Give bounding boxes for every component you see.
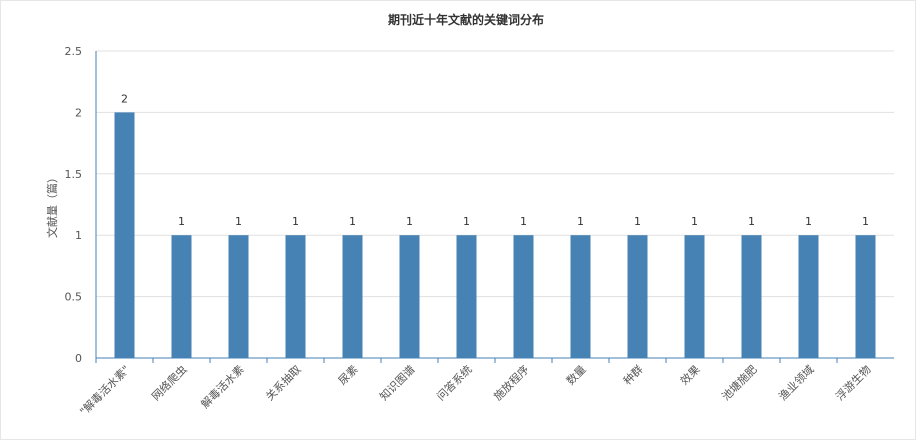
bar[interactable] bbox=[798, 235, 819, 358]
bar[interactable] bbox=[342, 235, 363, 358]
data-label: 1 bbox=[634, 215, 641, 228]
x-tick-label: 知识图谱 bbox=[377, 362, 418, 403]
x-tick-label: 网络爬虫 bbox=[149, 362, 190, 403]
data-label: 1 bbox=[691, 215, 698, 228]
data-label: 1 bbox=[406, 215, 413, 228]
y-tick-label: 0.5 bbox=[65, 291, 83, 304]
data-label: 1 bbox=[235, 215, 242, 228]
chart-title: 期刊近十年文献的关键词分布 bbox=[388, 12, 544, 27]
data-label: 1 bbox=[292, 215, 299, 228]
bar[interactable] bbox=[627, 235, 648, 358]
bar[interactable] bbox=[285, 235, 306, 358]
x-tick-label: 浮游生物 bbox=[833, 362, 874, 403]
y-ticks: 0 0.5 1 1.5 2 2.5 bbox=[65, 45, 83, 365]
x-tick-label: 解毒活水素 bbox=[198, 362, 247, 411]
y-axis-label: 文献量（篇） bbox=[45, 172, 59, 238]
gridlines bbox=[96, 50, 894, 359]
x-ticks: "解毒活水素" 网络爬虫 解毒活水素 关系抽取 尿素 知识图谱 问答系统 施放程序 数量 种群 效果… bbox=[77, 358, 874, 418]
bar[interactable] bbox=[570, 235, 591, 358]
bar[interactable] bbox=[741, 235, 762, 358]
x-tick-label: 效果 bbox=[677, 362, 702, 387]
bar[interactable] bbox=[855, 235, 876, 358]
x-tick-label: 问答系统 bbox=[434, 362, 475, 403]
x-tick-label: 数量 bbox=[564, 363, 589, 388]
data-label: 1 bbox=[577, 215, 584, 228]
bar[interactable] bbox=[228, 235, 249, 358]
data-label: 1 bbox=[748, 215, 755, 228]
bar[interactable] bbox=[399, 235, 420, 358]
y-tick-label: 1 bbox=[75, 229, 82, 242]
x-tick-label: 施放程序 bbox=[491, 362, 532, 403]
data-label: 1 bbox=[520, 215, 527, 228]
data-label: 1 bbox=[463, 215, 470, 228]
x-tick-label: 池塘施肥 bbox=[719, 362, 760, 403]
x-tick-label: 种群 bbox=[620, 362, 645, 387]
data-label: 1 bbox=[349, 215, 356, 228]
bar[interactable] bbox=[456, 235, 477, 358]
x-tick-label: 关系抽取 bbox=[263, 362, 304, 403]
bar[interactable] bbox=[684, 235, 705, 358]
y-tick-label: 2.5 bbox=[65, 45, 83, 58]
data-label: 1 bbox=[805, 215, 812, 228]
bar[interactable] bbox=[114, 112, 135, 359]
bar[interactable] bbox=[171, 235, 192, 358]
x-tick-label: 尿素 bbox=[336, 363, 361, 388]
data-label: 1 bbox=[178, 215, 185, 228]
data-labels: 2 1 1 1 1 1 1 1 1 1 1 1 1 1 bbox=[121, 92, 869, 228]
data-label: 1 bbox=[862, 215, 869, 228]
bars bbox=[114, 112, 876, 359]
x-tick-label: 渔业领域 bbox=[776, 363, 816, 403]
y-tick-label: 2 bbox=[75, 106, 82, 119]
data-label: 2 bbox=[121, 92, 128, 105]
x-tick-label: "解毒活水素" bbox=[77, 362, 133, 418]
y-tick-label: 0 bbox=[75, 352, 82, 365]
y-tick-label: 1.5 bbox=[65, 168, 83, 181]
bar[interactable] bbox=[513, 235, 534, 358]
